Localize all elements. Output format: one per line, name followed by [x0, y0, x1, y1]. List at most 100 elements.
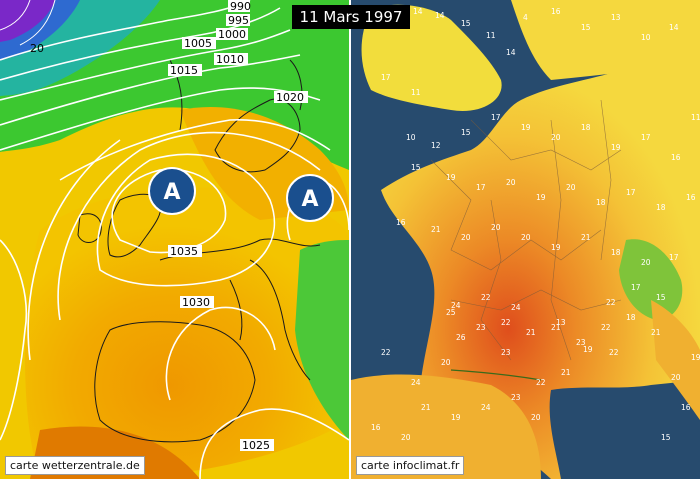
temperature-reading: 14	[669, 23, 679, 32]
isobar-label-1035: 1035	[170, 245, 198, 258]
mediterranean	[549, 380, 700, 479]
temperature-reading: 19	[551, 243, 561, 252]
high-pressure-marker	[148, 167, 196, 215]
high-pressure-west: A	[148, 167, 196, 215]
temperature-reading: 20	[671, 373, 681, 382]
temperature-reading: 22	[481, 293, 491, 302]
temperature-reading: 23	[576, 338, 586, 347]
temperature-reading: 21	[421, 403, 431, 412]
temperature-reading: 12	[431, 141, 441, 150]
temperature-reading: 20	[491, 223, 501, 232]
temperature-reading: 21	[651, 328, 661, 337]
green-east	[295, 240, 349, 440]
france-land	[381, 50, 700, 479]
temperature-reading: 22	[606, 298, 616, 307]
temperature-reading: 20	[531, 413, 541, 422]
temperature-reading: 17	[631, 283, 641, 292]
temperature-reading: 20	[441, 358, 451, 367]
temperature-reading: 24	[451, 301, 461, 310]
temperature-reading: 20	[551, 133, 561, 142]
region-borders	[430, 99, 622, 361]
temperature-reading: 15	[461, 19, 471, 28]
temperature-reading: 21	[561, 368, 571, 377]
temperature-reading: 11	[411, 88, 421, 97]
temperature-reading: 17	[626, 188, 636, 197]
right-temperature-map: 18 14 14 15 11 14 17 11 4 16 15 13 10 14…	[351, 0, 700, 479]
temperature-reading: 11	[691, 113, 700, 122]
temperature-reading: 23	[501, 348, 511, 357]
temperature-reading: 14	[506, 48, 516, 57]
temperature-reading: 14	[435, 11, 445, 20]
isobar-label-1005: 1005	[184, 37, 212, 50]
temperature-reading: 15	[411, 163, 421, 172]
temperature-reading: 15	[656, 293, 666, 302]
temperature-reading: 24	[481, 403, 491, 412]
orange-field	[25, 187, 349, 479]
temperature-reading: 16	[686, 193, 696, 202]
credit-infoclimat: carte infoclimat.fr	[356, 456, 465, 475]
temperature-reading: 15	[581, 23, 591, 32]
temperature-reading: 10	[406, 133, 416, 142]
temperature-reading: 20	[461, 233, 471, 242]
temperature-reading: 16	[396, 218, 406, 227]
pyrenees-border	[450, 369, 542, 381]
temperature-reading: 20	[566, 183, 576, 192]
temperature-reading: 20	[521, 233, 531, 242]
italy-land	[651, 300, 700, 420]
temperature-reading: 16	[671, 153, 681, 162]
temperature-reading: 16	[371, 423, 381, 432]
high-pressure-marker	[286, 174, 334, 222]
temperature-reading: 19	[583, 345, 593, 354]
temperature-map: 18 14 14 15 11 14 17 11 4 16 15 13 10 14…	[351, 0, 700, 479]
high-pressure-letter: A	[163, 180, 180, 205]
temperature-reading: 19	[536, 193, 546, 202]
panel-divider	[349, 0, 351, 479]
isobar-label-1010: 1010	[216, 53, 244, 66]
date-title: 11 Mars 1997	[292, 5, 410, 29]
temperature-reading: 17	[641, 133, 651, 142]
temperature-reading: 21	[551, 323, 561, 332]
temperature-reading: 13	[611, 13, 621, 22]
high-pressure-east: A	[286, 174, 334, 222]
temperature-reading: 22	[609, 348, 619, 357]
high-pressure-letter: A	[301, 187, 318, 212]
temperature-reading: 18	[656, 203, 666, 212]
temperature-reading: 19	[446, 173, 456, 182]
temperature-reading: 17	[669, 253, 679, 262]
isobar-label-1000: 1000	[218, 28, 246, 41]
temperature-reading: 19	[521, 123, 531, 132]
temperature-reading: 20	[401, 433, 411, 442]
temperature-reading: 17	[491, 113, 501, 122]
temperature-reading: 15	[461, 128, 471, 137]
temperature-reading: 22	[601, 323, 611, 332]
temperature-reading: 21	[581, 233, 591, 242]
temperature-reading: 10	[641, 33, 651, 42]
benelux-land	[511, 0, 700, 80]
temperature-readings: 18 14 14 15 11 14 17 11 4 16 15 13 10 14…	[371, 7, 700, 442]
pressure-chart: 990 995 1000 1005 1010 1015 1020 1035 10…	[0, 0, 349, 479]
temperature-reading: 20	[641, 258, 651, 267]
temperature-reading: 19	[451, 413, 461, 422]
temperature-reading: 16	[551, 7, 561, 16]
uk-land	[361, 4, 502, 111]
temperature-reading: 18	[596, 198, 606, 207]
temperature-reading: 18	[626, 313, 636, 322]
temperature-reading: 24	[511, 303, 521, 312]
temperature-reading: 22	[381, 348, 391, 357]
temperature-reading: 26	[456, 333, 466, 342]
isobar-label-990: 990	[230, 0, 251, 13]
isobar-label-1030: 1030	[182, 296, 210, 309]
iberia-land	[351, 374, 541, 479]
isobar-label-995: 995	[228, 14, 249, 27]
temperature-reading: 21	[431, 225, 441, 234]
temperature-reading: 19	[691, 353, 700, 362]
credit-wetterzentrale: carte wetterzentrale.de	[5, 456, 145, 475]
temperature-reading: 4	[523, 13, 528, 22]
left-edge-isobars	[0, 0, 56, 46]
temperature-reading: 19	[611, 143, 621, 152]
temperature-reading: 15	[661, 433, 671, 442]
purple-field	[0, 0, 55, 42]
temperature-reading: 16	[681, 403, 691, 412]
temperature-reading: 20	[506, 178, 516, 187]
temperature-reading: 23	[511, 393, 521, 402]
